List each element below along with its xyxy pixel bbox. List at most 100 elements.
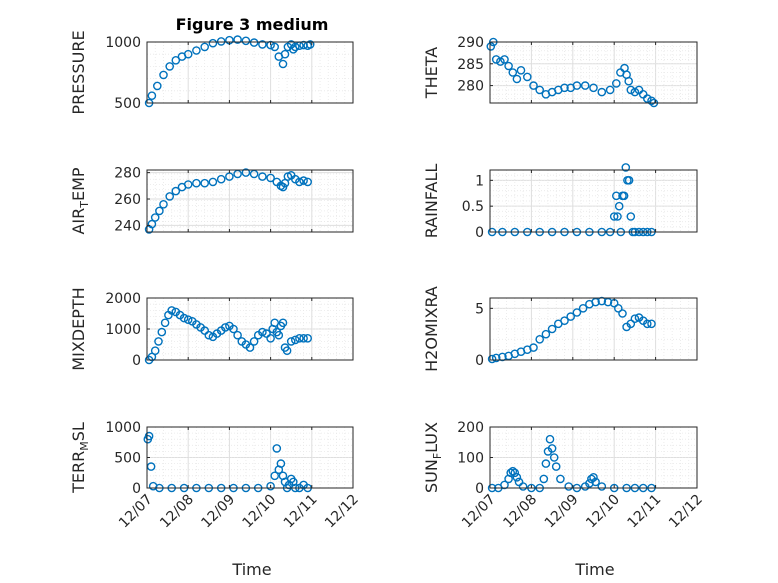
data-point (643, 319, 652, 329)
panel-2: 280 285 290 THETA (422, 35, 698, 108)
data-point (299, 176, 308, 185)
data-point (547, 324, 557, 334)
panel-5: 0 1000 2000 MIXDEPTH (69, 287, 354, 371)
data-point (266, 481, 275, 491)
data-point (220, 323, 230, 332)
data-point (624, 76, 634, 86)
data-point (512, 74, 522, 84)
data-point (614, 201, 624, 211)
x-axis-label-right: Time (574, 560, 614, 579)
data-point (270, 471, 280, 481)
data-point (290, 335, 300, 345)
data-point (295, 333, 304, 343)
data-point (591, 477, 600, 487)
data-point (272, 444, 282, 453)
data-point (643, 94, 652, 103)
data-point (589, 83, 598, 93)
data-point (249, 337, 259, 346)
data-point (204, 330, 214, 340)
data-point (506, 468, 516, 478)
data-point (578, 303, 588, 313)
data-point (274, 330, 284, 340)
data-point (276, 459, 286, 468)
data-point (241, 36, 251, 46)
y-tick-label: 100 (457, 451, 484, 467)
data-point (585, 479, 594, 488)
panel-6: 0 5 H2OMIXRA (422, 286, 698, 372)
figure-title: Figure 3 medium (176, 15, 329, 34)
data-point (183, 180, 193, 189)
data-point (249, 38, 259, 47)
y-tick-label: 0 (475, 353, 484, 369)
y-axis-label: MIXDEPTH (69, 287, 88, 370)
y-tick-label: 285 (457, 57, 484, 73)
data-point (486, 42, 496, 51)
axes-box (489, 41, 698, 104)
x-axis-label-left: Time (231, 560, 271, 579)
y-axis-label: H2OMIXRA (422, 286, 441, 372)
y-tick-label: 1000 (105, 322, 141, 338)
data-point (626, 319, 636, 329)
data-point (165, 192, 174, 201)
panel-4: 0 0.5 1 RAINFALL (422, 163, 698, 241)
data-point (286, 337, 296, 346)
data-point (179, 313, 189, 323)
y-tick-label: 0 (132, 353, 141, 369)
panel-1: 500 1000 PRESSURE (69, 30, 354, 115)
data-point (155, 206, 164, 216)
data-point (491, 353, 501, 363)
data-point (609, 212, 619, 221)
data-point (152, 81, 162, 91)
data-point (147, 219, 157, 229)
data-point (192, 178, 201, 188)
data-point (487, 354, 497, 364)
data-point (258, 327, 267, 337)
x-tick-label: 12/09 (198, 492, 238, 532)
y-axis-label: AIRTEMP (69, 167, 91, 234)
data-point (241, 168, 251, 177)
y-tick-label: 0 (132, 481, 141, 497)
data-point (229, 324, 238, 334)
panel-8: 0 100 200 12/07 12/08 12/09 12/10 12/11 12/12 SUN… (422, 420, 706, 531)
data-point (305, 40, 315, 49)
x-tick-label: 12/08 (157, 492, 197, 532)
y-axis-label: SUNFLUX (422, 422, 444, 493)
data-point (266, 173, 275, 183)
data-point (518, 482, 528, 491)
x-tick-label: 12/08 (500, 492, 540, 532)
y-tick-label: 500 (114, 96, 141, 112)
y-tick-label: 1000 (105, 420, 141, 436)
data-point (200, 42, 209, 52)
x-tick-label: 12/07 (459, 492, 499, 532)
y-tick-label: 0 (475, 481, 484, 497)
y-axis-label: RAINFALL (422, 164, 441, 239)
data-point (597, 482, 607, 491)
data-point (159, 199, 168, 209)
x-tick-label: 12/11 (281, 492, 321, 532)
axes-box (489, 169, 698, 233)
x-tick-label: 12/07 (116, 492, 156, 532)
data-point (621, 163, 631, 172)
data-point (278, 59, 288, 69)
data-point (154, 337, 163, 346)
data-point (303, 333, 313, 343)
y-tick-label: 280 (114, 166, 141, 182)
data-point (508, 68, 518, 77)
y-tick-label: 260 (114, 192, 141, 208)
data-point (200, 178, 209, 188)
data-point (529, 343, 538, 352)
data-point (208, 38, 218, 48)
data-point (290, 42, 300, 52)
data-point (233, 330, 242, 340)
data-point (504, 61, 513, 71)
data-point (150, 213, 160, 222)
data-point (508, 466, 518, 476)
data-point (510, 468, 520, 478)
data-point (165, 62, 174, 71)
axes-box (146, 41, 354, 104)
data-point (233, 35, 242, 44)
data-point (258, 40, 267, 49)
data-point (282, 346, 292, 356)
y-axis-label: TERRMSL (69, 422, 91, 494)
